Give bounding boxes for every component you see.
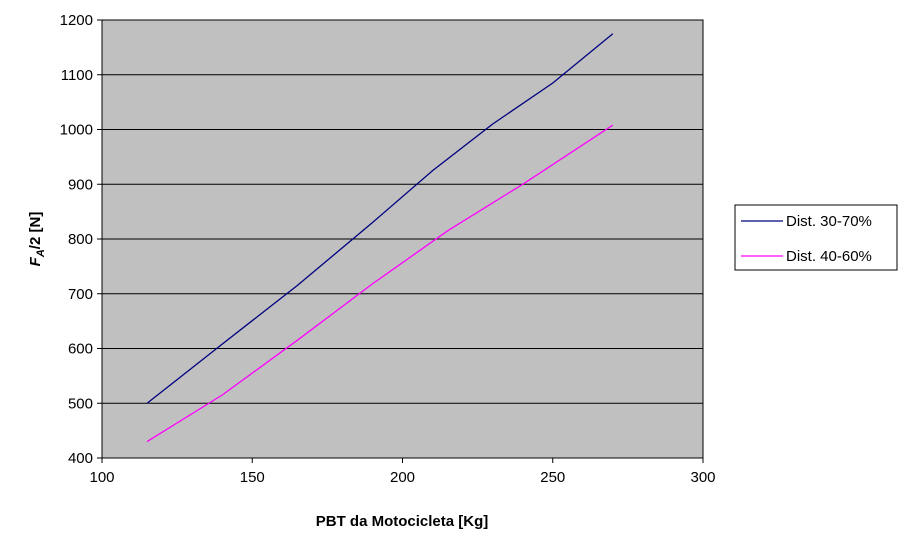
- x-tick-label: 100: [89, 469, 114, 486]
- y-tick-label: 400: [68, 450, 93, 467]
- gridlines: [102, 74, 703, 404]
- y-tick-label: 900: [68, 176, 93, 193]
- y-tick-label: 600: [68, 341, 93, 358]
- series-lines: [146, 33, 614, 443]
- legend-box: [734, 204, 898, 271]
- y-axis-ticks: 400 500 600 700 800 900 1000 1100 1200: [60, 12, 102, 467]
- y-tick-label: 800: [68, 231, 93, 248]
- x-axis-title: PBT da Motocicleta [Kg]: [316, 513, 489, 530]
- series-line-1: [146, 33, 614, 404]
- series-line-2: [146, 124, 614, 443]
- x-axis-ticks: 100 150 200 250 300: [89, 458, 716, 486]
- y-axis-title: FA/2 [N]: [27, 212, 47, 267]
- y-tick-label: 1000: [60, 122, 93, 139]
- x-tick-label: 200: [390, 469, 415, 486]
- y-tick-label: 500: [68, 395, 93, 412]
- legend-label-series-2: Dist. 40-60%: [786, 248, 872, 265]
- legend: Dist. 30-70% Dist. 40-60%: [734, 204, 898, 271]
- x-tick-label: 150: [240, 469, 265, 486]
- y-tick-label: 700: [68, 286, 93, 303]
- x-tick-label: 250: [540, 469, 565, 486]
- legend-label-series-1: Dist. 30-70%: [786, 213, 872, 230]
- x-tick-label: 300: [690, 469, 715, 486]
- y-tick-label: 1100: [61, 67, 93, 84]
- y-tick-label: 1200: [60, 12, 93, 29]
